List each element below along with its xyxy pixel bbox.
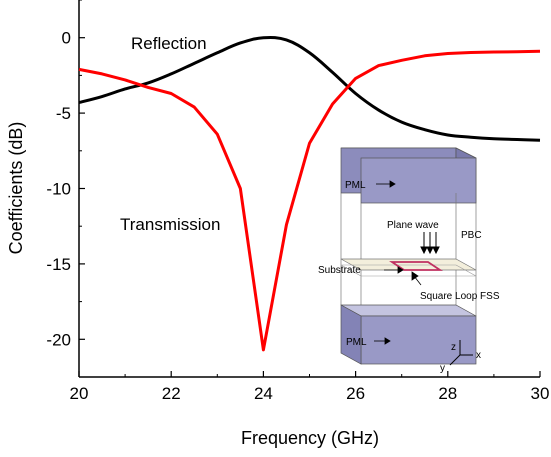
pbc-label: PBC xyxy=(461,230,482,241)
series-line-reflection xyxy=(78,35,541,142)
y-tick-label: -5 xyxy=(56,104,71,123)
reflection-label: Reflection xyxy=(131,34,207,53)
x-tick-label: 22 xyxy=(162,384,181,403)
substrate-slab xyxy=(340,258,477,271)
x-tick-label: 30 xyxy=(531,384,550,403)
y-tick-label: -20 xyxy=(46,330,71,349)
axis-z-label: z xyxy=(451,342,456,353)
plane-wave-arrows xyxy=(420,232,440,255)
substrate-label: Substrate xyxy=(318,265,361,276)
axis-y-label: y xyxy=(440,363,445,374)
pml-bottom-face xyxy=(340,304,477,317)
x-tick-label: 28 xyxy=(438,384,457,403)
y-tick-label: -10 xyxy=(46,180,71,199)
pml-top-front xyxy=(360,157,477,204)
pml-top-label: PML xyxy=(345,180,366,191)
series-line-transmission xyxy=(78,49,541,352)
y-tick-label: -15 xyxy=(46,255,71,274)
transmission-label: Transmission xyxy=(120,215,220,234)
y-axis-title: Coefficients (dB) xyxy=(6,122,26,255)
x-axis-title: Frequency (GHz) xyxy=(241,428,379,448)
inset-diagram: PML Plane wave PBC Substrate Square Loop… xyxy=(318,147,500,374)
coordinate-axes xyxy=(449,340,473,366)
y-tick-label: 0 xyxy=(62,29,71,48)
x-tick-label: 20 xyxy=(70,384,89,403)
x-tick-label: 26 xyxy=(346,384,365,403)
fss-label: Square Loop FSS xyxy=(420,291,500,302)
ticks xyxy=(78,0,541,378)
fss-square-loop xyxy=(389,261,443,271)
plane-wave-label: Plane wave xyxy=(387,220,439,231)
pml-bottom-front xyxy=(360,315,477,365)
x-tick-label: 24 xyxy=(254,384,273,403)
label-arrows xyxy=(374,180,422,345)
pml-bottom-side xyxy=(340,304,362,365)
tick-labels: 20 22 24 26 28 30 0 -5 -10 -15 -20 xyxy=(46,29,549,403)
series-layer xyxy=(78,35,541,352)
substrate-slab-lower xyxy=(340,264,477,277)
pml-bottom-label: PML xyxy=(346,337,367,348)
axis-x-label: x xyxy=(476,350,481,361)
